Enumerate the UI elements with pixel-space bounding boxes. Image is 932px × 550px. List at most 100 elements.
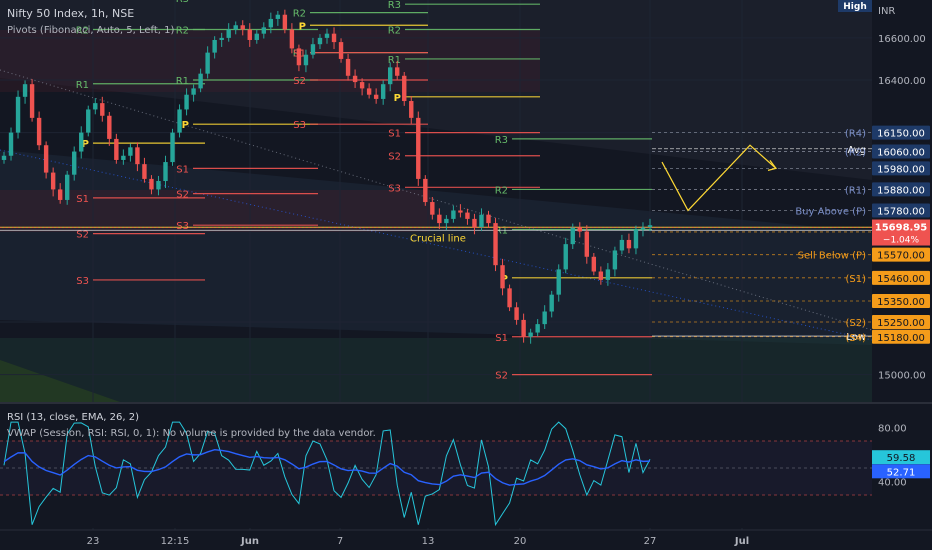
candle-body[interactable] bbox=[191, 88, 196, 95]
candle-body[interactable] bbox=[451, 210, 456, 219]
projection-path bbox=[661, 144, 777, 212]
high-label: High bbox=[843, 2, 866, 12]
candle-body[interactable] bbox=[149, 178, 154, 190]
candle-body[interactable] bbox=[226, 29, 231, 38]
candle-body[interactable] bbox=[282, 14, 288, 30]
candle-body[interactable] bbox=[500, 265, 505, 289]
candle-body[interactable] bbox=[626, 239, 632, 249]
candle-body[interactable] bbox=[64, 174, 70, 200]
candle-body[interactable] bbox=[142, 164, 147, 179]
candle-body[interactable] bbox=[472, 218, 477, 228]
candle-body[interactable] bbox=[72, 151, 77, 175]
level-tag: (S1) bbox=[845, 274, 866, 285]
candle-body[interactable] bbox=[240, 25, 245, 30]
candle-body[interactable] bbox=[647, 225, 653, 228]
candle-body[interactable] bbox=[310, 44, 316, 55]
candle-body[interactable] bbox=[521, 319, 526, 337]
candle-body[interactable] bbox=[296, 48, 302, 66]
candle-body[interactable] bbox=[458, 210, 463, 213]
candle-body[interactable] bbox=[598, 271, 604, 280]
candle-body[interactable] bbox=[535, 324, 540, 333]
candle-body[interactable] bbox=[338, 42, 344, 59]
candle-body[interactable] bbox=[184, 94, 189, 110]
candle-body[interactable] bbox=[591, 256, 597, 272]
level-tag: (R1) bbox=[845, 185, 866, 196]
candle-body[interactable] bbox=[352, 75, 358, 83]
candle-body[interactable] bbox=[50, 172, 56, 190]
candle-body[interactable] bbox=[128, 147, 133, 156]
candle-body[interactable] bbox=[219, 37, 224, 40]
candle-body[interactable] bbox=[359, 82, 365, 89]
candle-body[interactable] bbox=[22, 84, 28, 97]
candle-body[interactable] bbox=[514, 307, 519, 320]
candle-body[interactable] bbox=[93, 103, 98, 110]
candle-body[interactable] bbox=[331, 33, 337, 43]
candle-body[interactable] bbox=[387, 67, 393, 85]
candle-body[interactable] bbox=[29, 84, 35, 118]
candle-body[interactable] bbox=[177, 109, 182, 133]
candle-body[interactable] bbox=[423, 178, 428, 203]
candle-body[interactable] bbox=[366, 88, 372, 95]
candle-body[interactable] bbox=[577, 227, 582, 232]
candle-body[interactable] bbox=[395, 67, 400, 76]
candle-body[interactable] bbox=[528, 332, 533, 337]
candle-body[interactable] bbox=[324, 33, 330, 38]
candle-body[interactable] bbox=[373, 94, 379, 99]
candle-body[interactable] bbox=[163, 162, 168, 182]
candle-body[interactable] bbox=[437, 214, 442, 224]
candle-body[interactable] bbox=[107, 115, 112, 139]
candle-body[interactable] bbox=[121, 155, 126, 160]
candle-body[interactable] bbox=[205, 52, 210, 74]
candle-body[interactable] bbox=[549, 294, 554, 312]
candle-body[interactable] bbox=[100, 103, 105, 116]
candle-body[interactable] bbox=[156, 181, 161, 190]
candle-body[interactable] bbox=[486, 214, 491, 224]
candle-body[interactable] bbox=[380, 84, 386, 99]
candle-body[interactable] bbox=[563, 244, 568, 270]
candle-body[interactable] bbox=[465, 212, 470, 219]
candle-body[interactable] bbox=[57, 189, 63, 200]
candle-body[interactable] bbox=[8, 132, 14, 156]
candle-body[interactable] bbox=[86, 109, 91, 133]
candle-body[interactable] bbox=[170, 132, 175, 163]
candle-body[interactable] bbox=[254, 33, 259, 40]
candle-body[interactable] bbox=[444, 218, 449, 224]
candle-body[interactable] bbox=[15, 96, 21, 133]
candle-body[interactable] bbox=[233, 25, 238, 30]
candle-body[interactable] bbox=[493, 223, 498, 266]
candle-body[interactable] bbox=[261, 27, 267, 34]
candle-body[interactable] bbox=[633, 229, 639, 249]
candle-body[interactable] bbox=[135, 147, 140, 165]
candle-body[interactable] bbox=[317, 37, 323, 45]
candle-body[interactable] bbox=[507, 288, 512, 308]
candle-body[interactable] bbox=[640, 227, 646, 230]
candle-body[interactable] bbox=[430, 202, 435, 215]
candle-body[interactable] bbox=[275, 14, 281, 19]
candle-body[interactable] bbox=[114, 138, 119, 160]
candle-body[interactable] bbox=[268, 18, 274, 28]
candle-body[interactable] bbox=[198, 73, 203, 89]
crucial-line-label: Crucial line bbox=[410, 233, 466, 244]
candle-body[interactable] bbox=[612, 250, 618, 270]
candle-body[interactable] bbox=[247, 29, 252, 40]
candle-body[interactable] bbox=[542, 311, 547, 325]
candle-body[interactable] bbox=[570, 227, 575, 245]
candle-body[interactable] bbox=[303, 54, 309, 66]
candle-body[interactable] bbox=[43, 145, 49, 173]
candle-body[interactable] bbox=[212, 39, 217, 53]
candle-body[interactable] bbox=[289, 29, 295, 49]
candle-body[interactable] bbox=[402, 75, 407, 102]
candle-body[interactable] bbox=[1, 155, 7, 160]
candle-body[interactable] bbox=[584, 231, 590, 257]
candle-body[interactable] bbox=[36, 117, 42, 146]
candle-body[interactable] bbox=[79, 132, 84, 152]
candle-body[interactable] bbox=[409, 101, 414, 118]
candle-body[interactable] bbox=[416, 117, 421, 179]
candle-body[interactable] bbox=[605, 269, 611, 280]
candle-body[interactable] bbox=[619, 239, 625, 251]
candle-body[interactable] bbox=[479, 214, 484, 228]
level-tag: Sell Below (P) bbox=[798, 251, 866, 262]
candle-body[interactable] bbox=[345, 58, 351, 76]
candle-body[interactable] bbox=[556, 269, 561, 295]
